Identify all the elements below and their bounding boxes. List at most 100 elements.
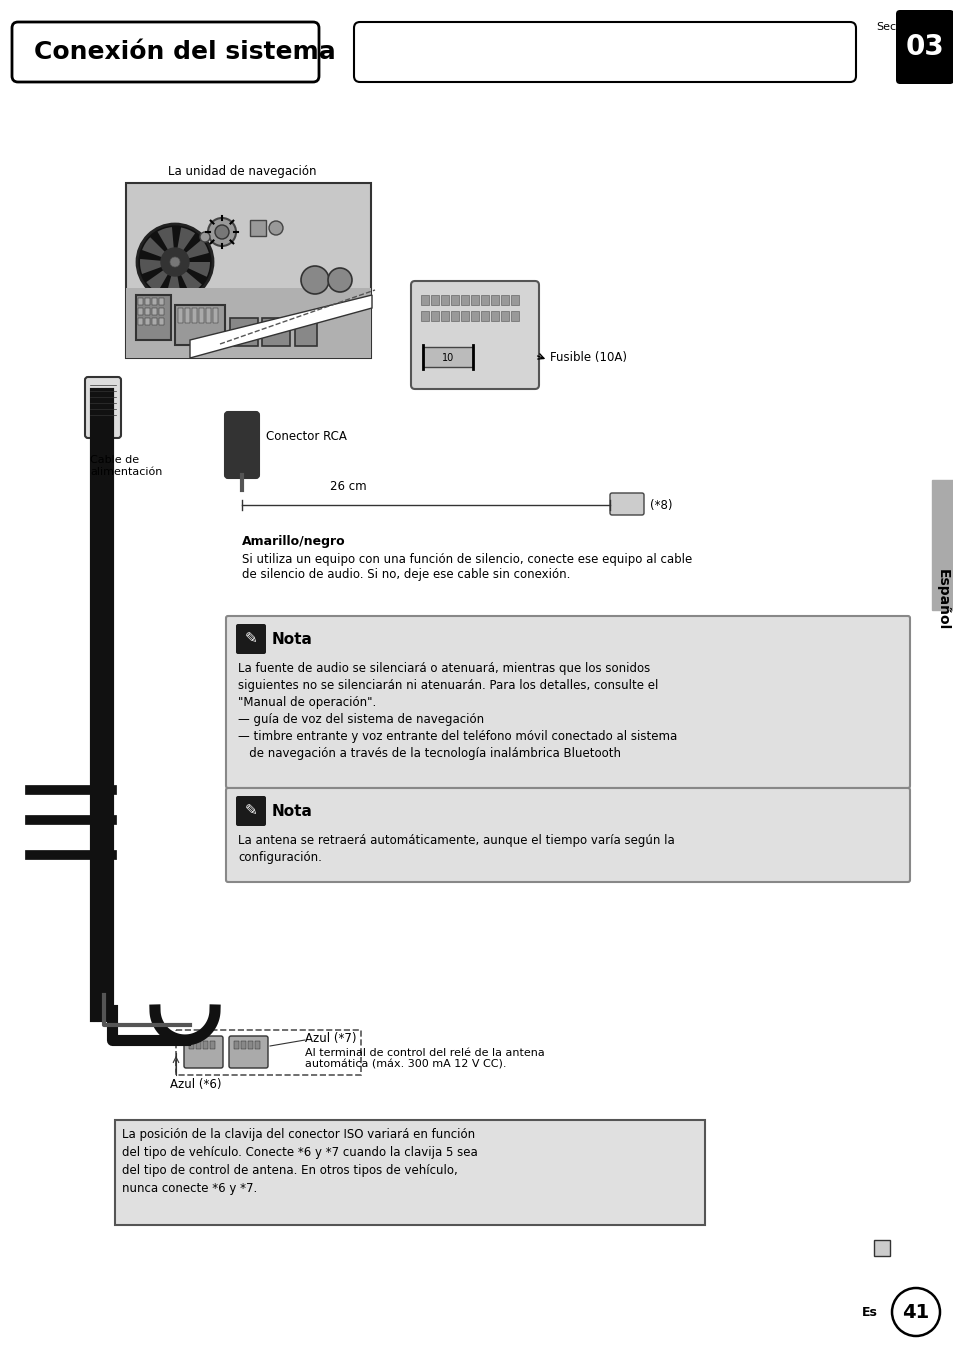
Text: 41: 41 — [902, 1302, 928, 1321]
Text: ✎: ✎ — [244, 631, 257, 646]
Bar — [420, 295, 429, 306]
Bar — [136, 295, 171, 339]
Bar — [152, 308, 157, 315]
Text: 10: 10 — [441, 353, 454, 362]
Text: (*8): (*8) — [649, 499, 672, 511]
Bar — [511, 311, 518, 320]
Bar — [159, 308, 164, 315]
Bar — [203, 1041, 208, 1049]
Text: Conexión del sistema: Conexión del sistema — [34, 41, 335, 64]
FancyBboxPatch shape — [226, 788, 909, 882]
Polygon shape — [190, 295, 372, 358]
Text: Azul (*6): Azul (*6) — [170, 1078, 221, 1091]
Bar — [471, 311, 478, 320]
Bar — [145, 318, 150, 324]
Text: Sección: Sección — [875, 22, 919, 32]
Bar — [174, 306, 225, 345]
Circle shape — [137, 224, 213, 300]
Circle shape — [891, 1288, 939, 1336]
Text: La antena se retraerá automáticamente, aunque el tiempo varía según la
configura: La antena se retraerá automáticamente, a… — [237, 834, 674, 864]
Bar — [138, 318, 143, 324]
Wedge shape — [146, 262, 174, 292]
Circle shape — [208, 218, 235, 246]
Bar — [250, 220, 266, 237]
FancyBboxPatch shape — [235, 796, 266, 826]
FancyBboxPatch shape — [12, 22, 318, 82]
Text: La fuente de audio se silenciará o atenuará, mientras que los sonidos
siguientes: La fuente de audio se silenciará o atenu… — [237, 662, 677, 760]
Bar — [480, 311, 489, 320]
Bar — [931, 480, 953, 610]
FancyBboxPatch shape — [609, 493, 643, 515]
Bar — [185, 308, 190, 323]
Bar — [262, 318, 290, 346]
Bar — [431, 295, 438, 306]
Bar — [248, 1041, 253, 1049]
Text: Nota: Nota — [272, 631, 313, 646]
Text: La posición de la clavija del conector ISO variará en función
del tipo de vehícu: La posición de la clavija del conector I… — [122, 1128, 477, 1195]
Bar — [189, 1041, 193, 1049]
FancyBboxPatch shape — [85, 377, 121, 438]
Bar — [126, 183, 371, 358]
Circle shape — [161, 247, 189, 276]
Text: 03: 03 — [904, 32, 943, 61]
Wedge shape — [142, 237, 174, 262]
Text: Si utiliza un equipo con una función de silencio, conecte ese equipo al cable
de: Si utiliza un equipo con una función de … — [242, 553, 692, 581]
FancyBboxPatch shape — [184, 1036, 223, 1068]
Bar — [230, 318, 257, 346]
Wedge shape — [174, 262, 202, 293]
Text: Fusible (10A): Fusible (10A) — [550, 352, 626, 365]
FancyBboxPatch shape — [411, 281, 538, 389]
Circle shape — [200, 233, 210, 242]
Circle shape — [328, 268, 352, 292]
Bar — [145, 297, 150, 306]
Bar — [206, 308, 211, 323]
Bar — [241, 1041, 246, 1049]
Text: Es: Es — [862, 1306, 877, 1318]
Wedge shape — [174, 262, 210, 277]
Bar — [451, 311, 458, 320]
Bar — [460, 311, 469, 320]
Bar — [175, 1030, 360, 1075]
Bar — [126, 288, 371, 358]
Bar — [491, 311, 498, 320]
Wedge shape — [174, 227, 194, 262]
Bar — [210, 1041, 214, 1049]
Text: Amarillo/negro: Amarillo/negro — [242, 535, 345, 548]
Bar — [420, 311, 429, 320]
Text: Nota: Nota — [272, 803, 313, 818]
Bar — [431, 311, 438, 320]
Circle shape — [301, 266, 329, 293]
Bar — [471, 295, 478, 306]
Bar — [873, 1240, 889, 1256]
Circle shape — [170, 257, 180, 266]
FancyBboxPatch shape — [895, 9, 953, 84]
Bar — [159, 297, 164, 306]
Bar — [440, 311, 449, 320]
FancyBboxPatch shape — [225, 412, 258, 479]
Bar — [500, 311, 509, 320]
Text: La unidad de navegación: La unidad de navegación — [168, 165, 316, 178]
Text: Español: Español — [935, 569, 949, 630]
Text: ✎: ✎ — [244, 803, 257, 818]
Text: Cable de
alimentación: Cable de alimentación — [90, 456, 162, 477]
Bar — [145, 308, 150, 315]
Bar — [138, 308, 143, 315]
Bar — [192, 308, 196, 323]
Bar — [159, 318, 164, 324]
Bar — [491, 295, 498, 306]
Wedge shape — [140, 260, 174, 274]
Bar — [195, 1041, 201, 1049]
Bar — [294, 318, 316, 346]
FancyBboxPatch shape — [115, 1119, 704, 1225]
Bar — [138, 297, 143, 306]
FancyBboxPatch shape — [229, 1036, 268, 1068]
Bar — [480, 295, 489, 306]
Bar — [178, 308, 183, 323]
Wedge shape — [157, 227, 174, 262]
FancyBboxPatch shape — [354, 22, 855, 82]
Text: 26 cm: 26 cm — [330, 480, 366, 493]
FancyBboxPatch shape — [226, 617, 909, 788]
FancyBboxPatch shape — [235, 625, 266, 654]
Text: Al terminal de control del relé de la antena
automática (máx. 300 mA 12 V CC).: Al terminal de control del relé de la an… — [305, 1048, 544, 1069]
Bar — [500, 295, 509, 306]
